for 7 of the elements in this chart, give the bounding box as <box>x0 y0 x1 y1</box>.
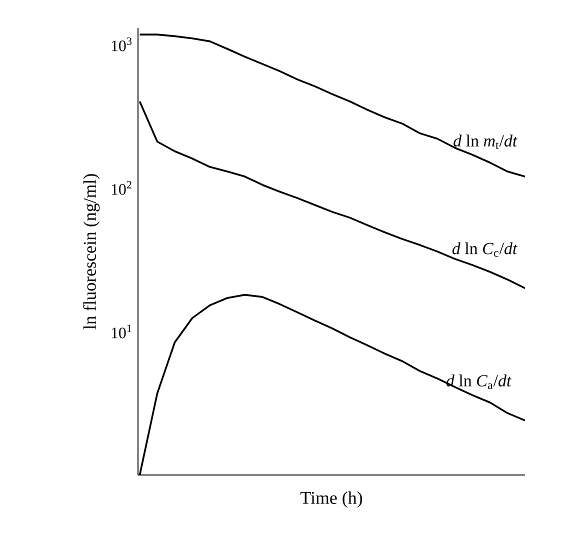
y-tick-label: 10$^{1}$ <box>112 324 132 338</box>
y-axis-title: ln fluorescein (ng/ml) <box>83 174 100 330</box>
series-label: d ln C$_{c}$/dt <box>452 242 518 257</box>
series-label: d ln m$_{t}$/dt <box>454 134 518 150</box>
y-tick-label: 10$^{2}$ <box>112 181 132 195</box>
x-axis-title: Time (h) <box>300 491 362 508</box>
y-tick-label: 10$^{3}$ <box>112 37 132 52</box>
